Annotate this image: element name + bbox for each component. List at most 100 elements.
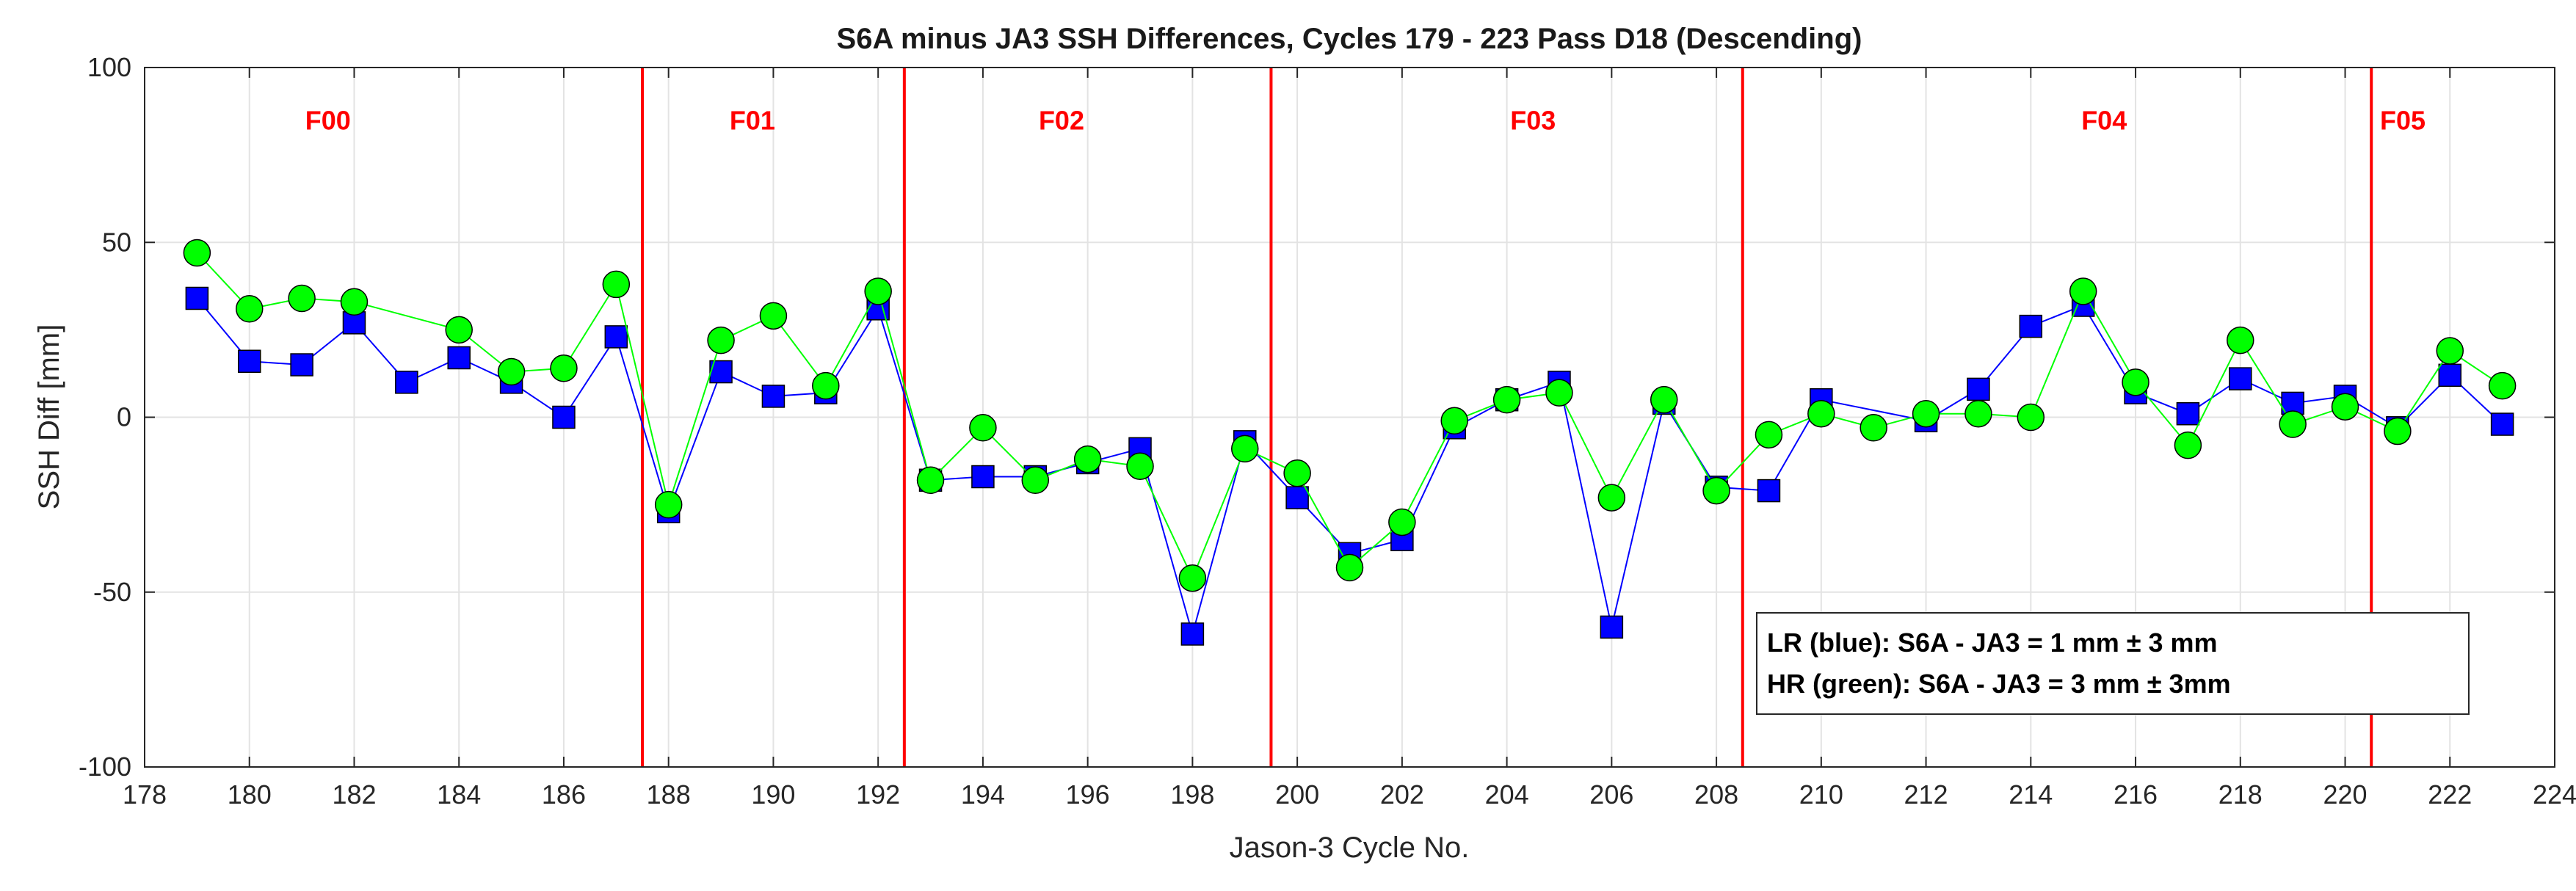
data-point-hr [2331, 393, 2359, 421]
data-point-hr [288, 284, 316, 313]
x-tick-label: 192 [856, 779, 900, 810]
data-point-hr [1335, 553, 1364, 582]
phase-label-f00: F00 [305, 105, 351, 135]
data-point-hr [1755, 421, 1783, 449]
x-tick-label: 202 [1380, 779, 1424, 810]
data-point-lr [185, 286, 209, 310]
x-tick-label: 214 [2009, 779, 2053, 810]
data-point-hr [1492, 385, 1521, 414]
y-tick-label: 0 [117, 402, 131, 432]
x-tick-label: 178 [123, 779, 167, 810]
data-point-hr [1021, 466, 1050, 495]
data-point-lr [237, 349, 261, 374]
chart-title: S6A minus JA3 SSH Differences, Cycles 17… [837, 23, 1862, 55]
legend-entry-hr: HR (green): S6A - JA3 = 3 mm ± 3mm [1767, 669, 2231, 699]
data-point-hr [183, 239, 211, 267]
axis-ticks: 178 180 182 184 186 188 190 192 194 196 198 200 202 2… [79, 52, 2576, 810]
data-point-lr [604, 325, 628, 349]
data-point-hr [654, 490, 683, 519]
data-point-lr [761, 385, 786, 408]
data-point-hr [497, 357, 526, 386]
y-tick-label: 50 [102, 227, 131, 257]
data-point-hr [759, 302, 788, 330]
data-point-hr [550, 354, 578, 382]
y-tick-label: -100 [79, 752, 131, 782]
phase-label-f01: F01 [730, 105, 775, 135]
legend-frame [1756, 612, 2470, 715]
data-point-lr [2019, 314, 2043, 338]
x-tick-label: 184 [437, 779, 481, 810]
data-point-lr [447, 346, 471, 370]
x-axis-label: Jason-3 Cycle No. [1230, 832, 1470, 864]
data-point-hr [235, 295, 264, 323]
x-tick-label: 194 [961, 779, 1005, 810]
data-point-hr [864, 277, 892, 305]
data-point-lr [1285, 486, 1309, 509]
x-tick-label: 204 [1485, 779, 1529, 810]
data-point-lr [2229, 367, 2252, 390]
data-point-hr [1650, 385, 1678, 414]
data-point-hr [812, 371, 840, 400]
data-point-hr [2122, 368, 2149, 396]
data-point-hr [1283, 459, 1311, 487]
phase-labels: F00 F01 F02 F03 F04 F05 [305, 105, 2426, 135]
data-point-hr [2488, 371, 2517, 400]
data-point-lr [2490, 412, 2514, 436]
data-point-lr [2176, 401, 2200, 426]
data-point-hr [1964, 399, 1992, 428]
x-tick-label: 180 [228, 779, 272, 810]
data-point-hr [1231, 434, 1259, 463]
x-tick-label: 216 [2114, 779, 2158, 810]
legend-box: LR (blue): S6A - JA3 = 1 mm ± 3 mm HR (g… [1756, 612, 2470, 715]
x-tick-label: 182 [332, 779, 376, 810]
data-point-hr [1440, 407, 1468, 435]
data-point-hr [1545, 379, 1573, 407]
data-series [183, 239, 2517, 646]
x-tick-label: 198 [1170, 779, 1214, 810]
x-tick-label: 188 [647, 779, 691, 810]
x-tick-label: 208 [1694, 779, 1738, 810]
data-point-hr [1912, 399, 1940, 428]
x-tick-label: 186 [542, 779, 586, 810]
data-point-hr [340, 288, 369, 316]
x-tick-label: 210 [1799, 779, 1843, 810]
data-point-hr [2279, 410, 2307, 438]
y-axis-label: SSH Diff [mm] [33, 324, 65, 510]
data-point-hr [2384, 417, 2412, 446]
data-point-lr [2438, 363, 2462, 388]
data-point-hr [1073, 445, 1102, 473]
data-point-hr [2069, 277, 2097, 305]
data-point-hr [1702, 476, 1730, 505]
data-point-lr [1967, 377, 1990, 401]
data-point-lr [971, 465, 995, 489]
data-point-hr [2227, 326, 2254, 354]
data-point-lr [1180, 622, 1205, 646]
phase-label-f03: F03 [1510, 105, 1556, 135]
phase-boundaries [641, 68, 2373, 767]
data-point-hr [1178, 564, 1207, 592]
data-point-hr [602, 270, 631, 299]
x-tick-label: 190 [751, 779, 795, 810]
data-point-hr [1597, 484, 1626, 512]
data-point-hr [445, 316, 473, 344]
series-line-hr [196, 252, 2503, 581]
data-point-hr [1126, 452, 1154, 480]
x-tick-label: 224 [2533, 779, 2576, 810]
x-tick-label: 200 [1275, 779, 1319, 810]
x-tick-label: 212 [1904, 779, 1948, 810]
data-point-lr [290, 353, 313, 377]
data-point-hr [1388, 508, 1416, 537]
phase-label-f02: F02 [1039, 105, 1084, 135]
data-point-lr [1757, 479, 1781, 503]
data-point-hr [2017, 403, 2045, 432]
data-point-hr [1860, 414, 1887, 442]
y-tick-label: 100 [87, 52, 131, 82]
data-point-hr [1807, 399, 1835, 428]
series-hr [183, 239, 2517, 592]
y-tick-label: -50 [93, 577, 131, 607]
data-point-lr [342, 311, 366, 335]
data-point-hr [2174, 431, 2202, 459]
x-tick-label: 218 [2218, 779, 2263, 810]
x-tick-label: 220 [2323, 779, 2367, 810]
